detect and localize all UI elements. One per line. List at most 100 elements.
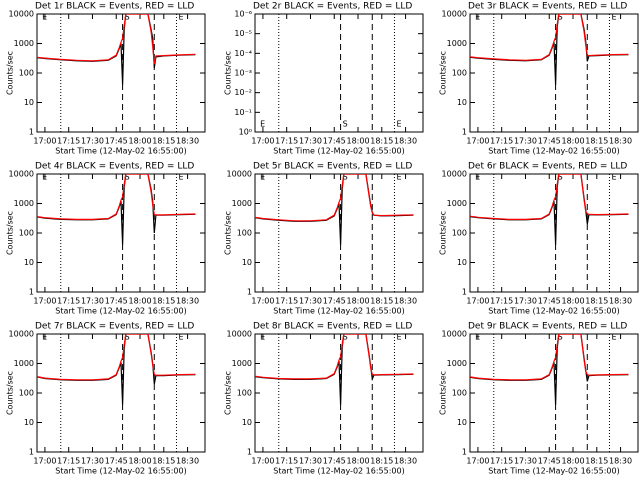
x-tick-label: 18:15 xyxy=(370,457,393,466)
y-axis-label: Counts/sec xyxy=(6,371,15,415)
y-tick-label: 10 xyxy=(24,98,34,107)
y-axis-label: Counts/sec xyxy=(224,371,233,415)
x-tick-label: 18:00 xyxy=(128,297,151,306)
y-axis-label: Counts/sec xyxy=(6,51,15,95)
x-tick-label: 17:45 xyxy=(105,137,128,146)
y-tick-label: 10 xyxy=(457,258,467,267)
x-tick-label: 17:30 xyxy=(81,297,104,306)
panel-title: Det 5r BLACK = Events, RED = LLD xyxy=(253,162,412,172)
y-tick-label: 1000 xyxy=(14,359,34,368)
panel-title: Det 3r BLACK = Events, RED = LLD xyxy=(468,2,627,12)
x-tick-label: 17:30 xyxy=(299,137,322,146)
y-axis-label: Counts/sec xyxy=(224,51,233,95)
y-tick-label: 10000 xyxy=(227,330,252,339)
x-tick-label: 17:15 xyxy=(275,457,298,466)
series-line xyxy=(255,334,414,380)
y-tick-label: 1000 xyxy=(14,199,34,208)
x-tick-label: 18:30 xyxy=(609,297,632,306)
y-tick-label: 1 xyxy=(247,288,252,297)
panel: Det 7r BLACK = Events, RED = LLD Counts/s… xyxy=(6,322,206,476)
time-marker-label: S xyxy=(343,120,348,129)
x-tick-label: 18:15 xyxy=(585,457,608,466)
x-tick-label: 17:30 xyxy=(81,137,104,146)
x-tick-label: 17:15 xyxy=(490,457,513,466)
panel: Det 2r BLACK = Events, RED = LLD Counts/s… xyxy=(224,2,424,156)
x-tick-label: 17:00 xyxy=(251,457,274,466)
x-tick-label: 17:15 xyxy=(57,137,80,146)
x-tick-label: 17:15 xyxy=(57,297,80,306)
time-marker-label: E xyxy=(178,173,183,182)
x-tick-label: 17:45 xyxy=(323,457,346,466)
x-tick-label: 18:00 xyxy=(561,137,584,146)
y-tick-label: 1 xyxy=(462,128,467,137)
y-tick-label: 100 xyxy=(237,389,252,398)
x-tick-label: 17:15 xyxy=(490,297,513,306)
series-line xyxy=(37,334,196,381)
time-marker-label: E xyxy=(178,333,183,342)
y-tick-label: 1 xyxy=(247,448,252,457)
plot-frame xyxy=(36,13,206,133)
y-tick-label: 100 xyxy=(237,229,252,238)
y-tick-label: 10000 xyxy=(9,10,34,19)
y-tick-label: 10⁻⁶ xyxy=(234,10,252,19)
x-tick-label: 17:30 xyxy=(514,297,537,306)
time-marker-label: E xyxy=(178,13,183,22)
y-tick-label: 10 xyxy=(24,258,34,267)
time-marker-label: S xyxy=(343,333,348,342)
series-line xyxy=(470,174,629,220)
x-tick-label: 17:00 xyxy=(251,297,274,306)
y-tick-label: 10⁻³ xyxy=(234,69,252,78)
time-marker-label: S xyxy=(558,333,563,342)
plot-frame xyxy=(254,13,424,133)
y-tick-label: 10000 xyxy=(227,170,252,179)
time-marker-label: E xyxy=(396,120,401,129)
plot-frame xyxy=(254,173,424,293)
x-tick-label: 17:15 xyxy=(57,457,80,466)
x-tick-label: 17:00 xyxy=(33,137,56,146)
series-line xyxy=(37,174,196,220)
y-tick-label: 10⁻⁴ xyxy=(234,49,252,58)
plot-frame xyxy=(36,173,206,293)
y-tick-label: 10000 xyxy=(9,330,34,339)
y-tick-label: 1 xyxy=(29,288,34,297)
y-axis-label: Counts/sec xyxy=(439,51,448,95)
x-axis-label: Start Time (12-May-02 16:55:00) xyxy=(55,147,186,156)
x-tick-label: 17:00 xyxy=(33,297,56,306)
y-tick-label: 1000 xyxy=(447,39,467,48)
y-tick-label: 1 xyxy=(29,128,34,137)
time-marker-label: E xyxy=(260,333,265,342)
time-marker-label: E xyxy=(260,120,265,129)
x-tick-label: 18:30 xyxy=(394,297,417,306)
x-tick-label: 17:00 xyxy=(466,137,489,146)
x-tick-label: 18:15 xyxy=(370,137,393,146)
panel: Det 6r BLACK = Events, RED = LLD Counts/s… xyxy=(439,162,639,316)
panel-title: Det 1r BLACK = Events, RED = LLD xyxy=(35,2,194,12)
x-tick-label: 18:00 xyxy=(346,457,369,466)
panel-title: Det 9r BLACK = Events, RED = LLD xyxy=(468,322,627,332)
time-marker-label: E xyxy=(475,13,480,22)
plot-frame xyxy=(36,333,206,453)
x-tick-label: 18:00 xyxy=(561,297,584,306)
x-tick-label: 17:30 xyxy=(299,457,322,466)
time-marker-label: E xyxy=(396,173,401,182)
x-tick-label: 18:15 xyxy=(152,297,175,306)
y-tick-label: 10 xyxy=(457,98,467,107)
y-tick-label: 10000 xyxy=(9,170,34,179)
x-axis-label: Start Time (12-May-02 16:55:00) xyxy=(273,307,404,316)
y-tick-label: 100 xyxy=(19,69,34,78)
x-axis-label: Start Time (12-May-02 16:55:00) xyxy=(488,307,619,316)
series-line xyxy=(470,14,629,61)
x-tick-label: 17:45 xyxy=(538,137,561,146)
y-tick-label: 1 xyxy=(462,448,467,457)
x-tick-label: 18:00 xyxy=(561,457,584,466)
panel-title: Det 8r BLACK = Events, RED = LLD xyxy=(253,322,412,332)
x-tick-label: 17:45 xyxy=(323,297,346,306)
time-marker-label: S xyxy=(343,173,348,182)
y-tick-label: 10⁻² xyxy=(234,88,252,97)
y-tick-label: 10000 xyxy=(442,170,467,179)
y-tick-label: 10 xyxy=(242,418,252,427)
x-tick-label: 17:30 xyxy=(514,457,537,466)
plot-frame xyxy=(469,333,639,453)
x-tick-label: 18:15 xyxy=(370,297,393,306)
